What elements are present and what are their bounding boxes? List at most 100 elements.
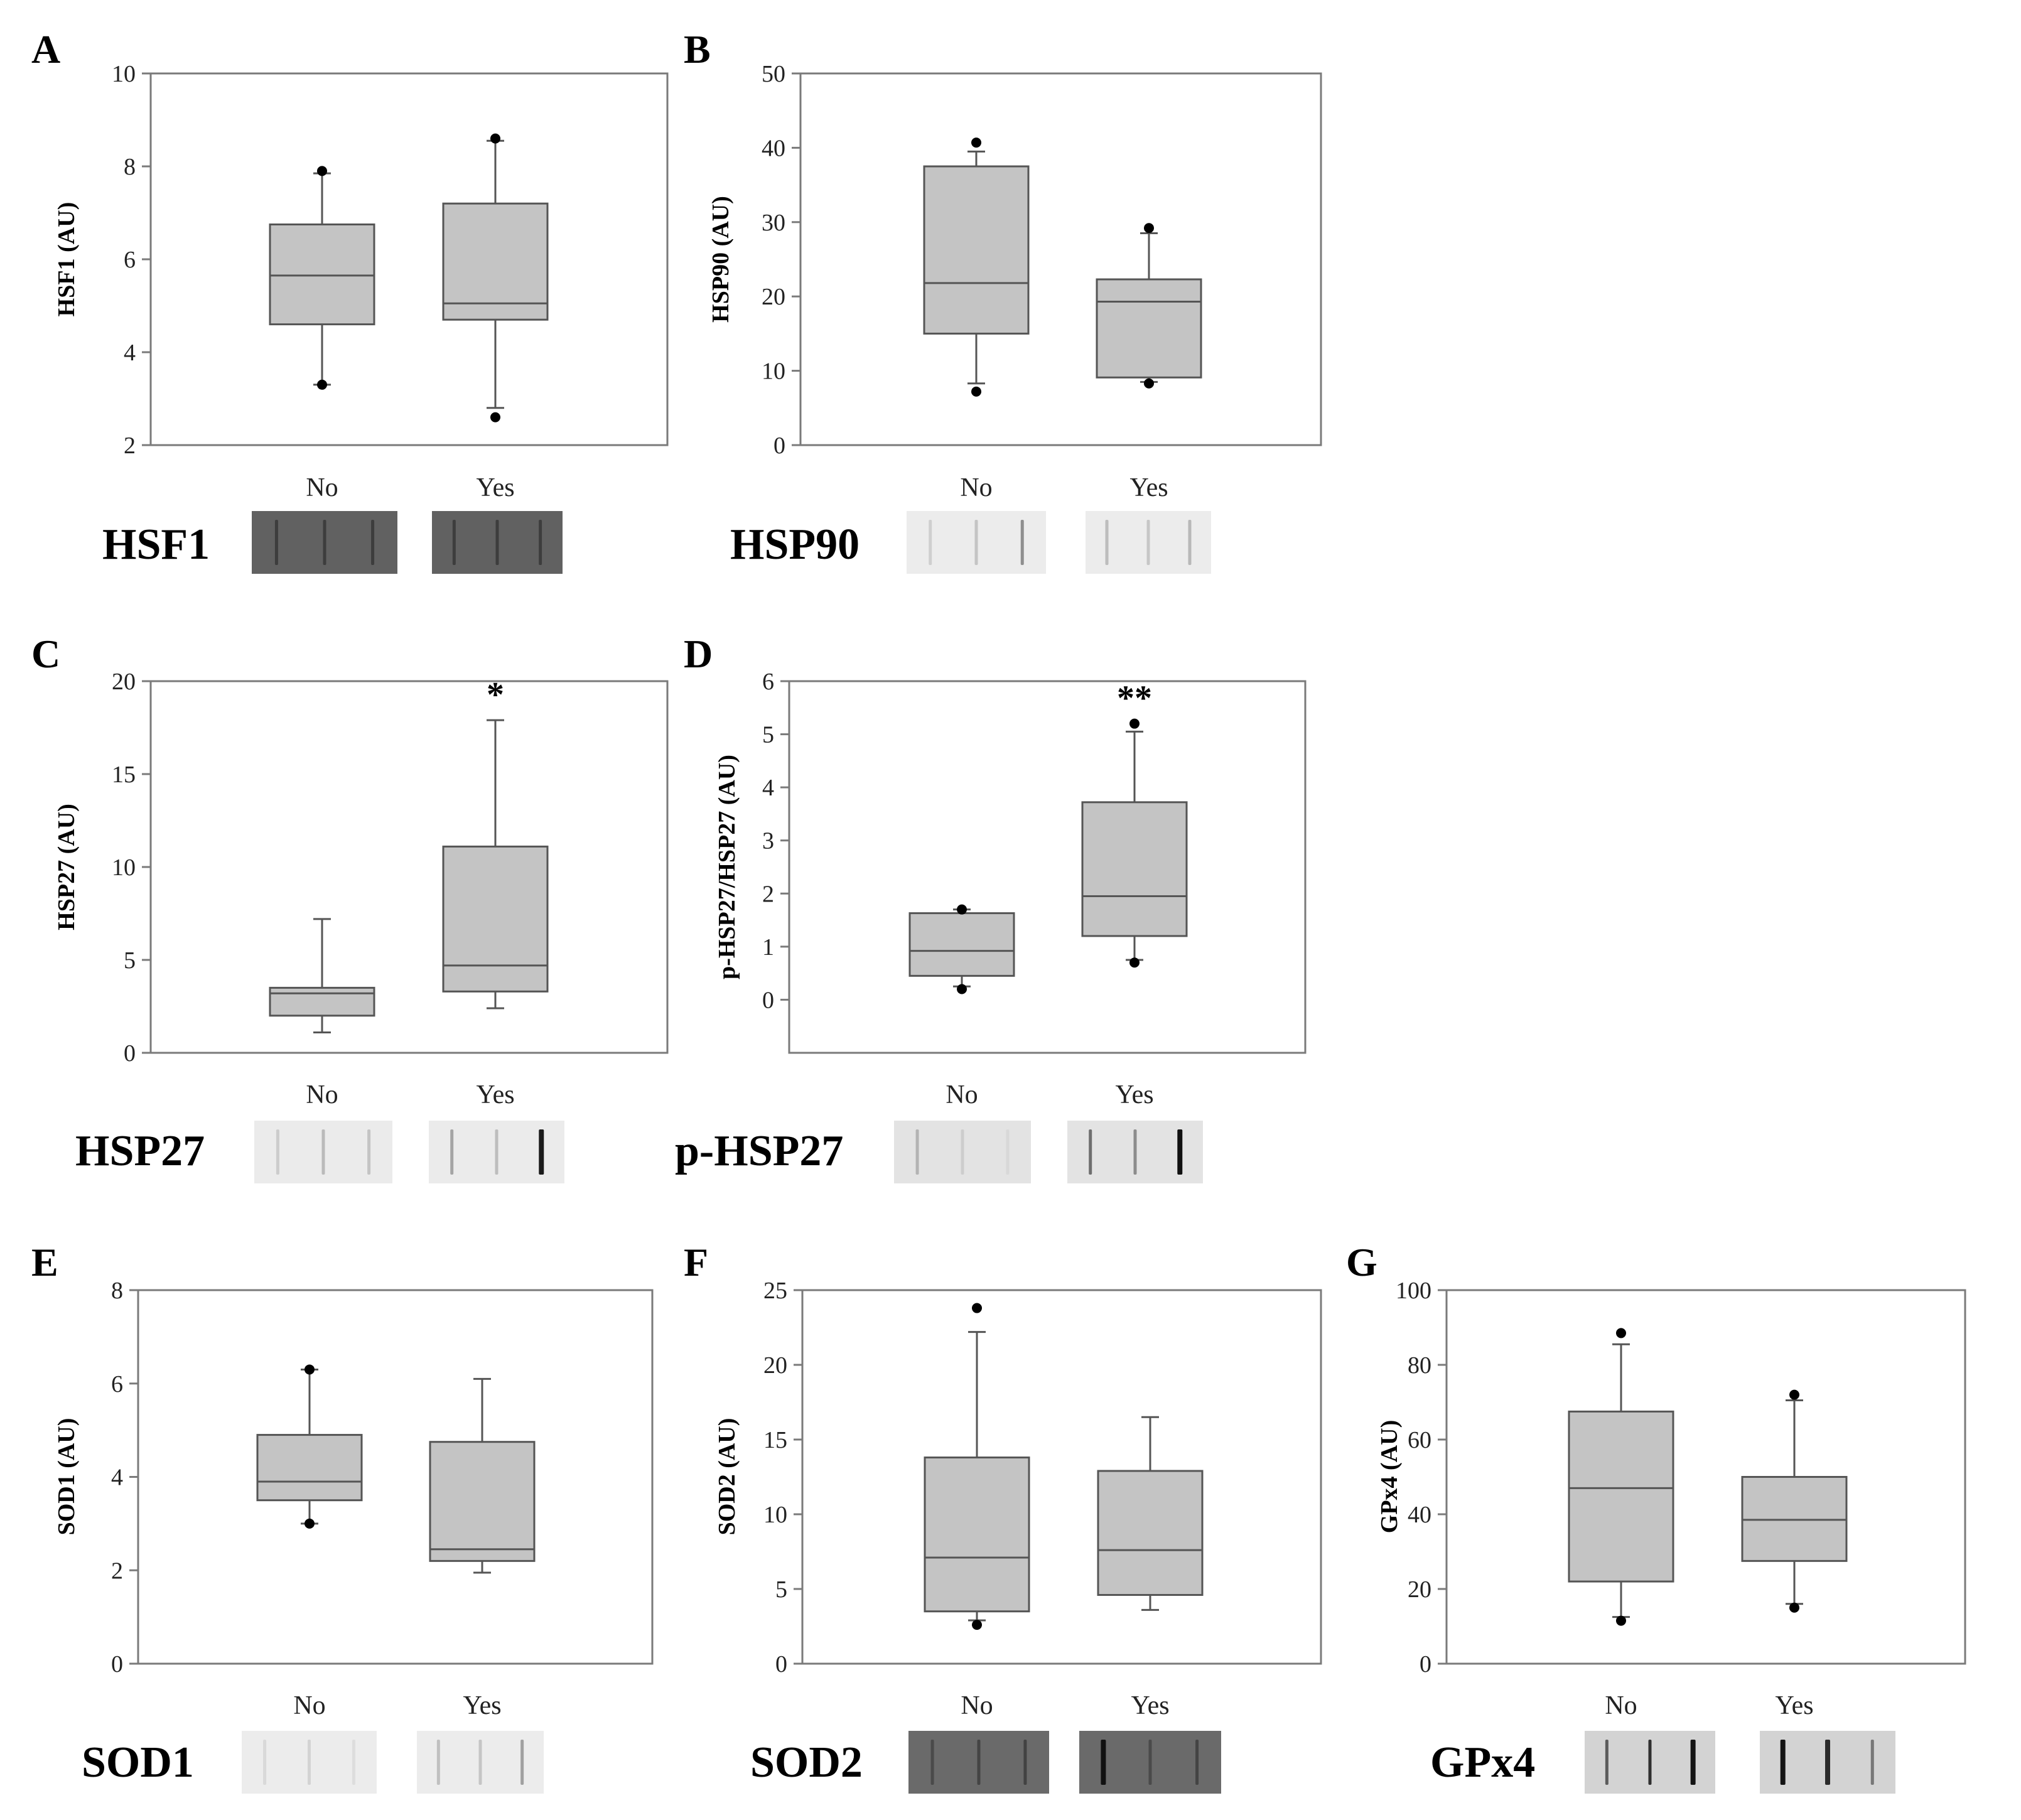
y-tick-label: 5 <box>762 722 774 748</box>
blot-band <box>1146 520 1150 565</box>
blot-band <box>1148 1740 1152 1785</box>
outlier-point <box>972 1303 982 1313</box>
iqr-box <box>269 223 375 326</box>
box-yes <box>442 133 549 423</box>
blot-band <box>450 1129 454 1175</box>
y-tick-label: 10 <box>112 854 136 881</box>
blot-band <box>974 520 978 565</box>
blot-band <box>1605 1740 1609 1785</box>
outlier-point <box>957 984 967 994</box>
blot-label: HSP27 <box>75 1127 205 1175</box>
blot-band <box>1133 1129 1137 1175</box>
y-tick-label: 4 <box>762 775 774 801</box>
panel-letter: F <box>684 1240 708 1284</box>
y-tick-label: 0 <box>111 1651 123 1677</box>
y-tick-label: 3 <box>762 828 774 854</box>
blot-band <box>367 1129 371 1175</box>
panel-letter: A <box>31 27 60 72</box>
y-tick-label: 5 <box>124 947 136 974</box>
y-tick-label: 4 <box>124 340 136 366</box>
blot-image-no <box>1585 1731 1715 1794</box>
blot-band <box>1089 1129 1092 1175</box>
outlier-point <box>971 386 981 397</box>
y-tick-label: 40 <box>762 135 785 161</box>
y-tick-label: 2 <box>124 433 136 459</box>
significance-mark: * <box>487 676 504 714</box>
category-label: No <box>293 1691 325 1720</box>
category-label: Yes <box>1115 1080 1153 1109</box>
y-tick-label: 25 <box>763 1278 787 1304</box>
blot-band <box>1648 1740 1652 1785</box>
y-tick-label: 20 <box>112 669 136 695</box>
y-tick-label: 2 <box>762 881 774 907</box>
blot-band <box>436 1740 440 1785</box>
blot-band <box>276 1129 279 1175</box>
panel-letter: E <box>31 1240 58 1284</box>
blot-band <box>1195 1740 1199 1785</box>
outlier-point <box>972 1620 982 1630</box>
y-tick-label: 4 <box>111 1465 123 1491</box>
category-label: Yes <box>476 1080 514 1109</box>
box-yes <box>429 1377 536 1574</box>
plot-frame <box>137 1289 654 1665</box>
plot-frame <box>799 72 1322 446</box>
plot-frame <box>149 72 669 446</box>
plot-frame <box>801 1289 1322 1665</box>
y-axis-label: SOD2 (AU) <box>714 1418 740 1536</box>
box-no <box>1568 1328 1674 1626</box>
blot-band <box>961 1129 964 1175</box>
iqr-box <box>429 1441 536 1562</box>
y-tick-label: 10 <box>112 61 136 87</box>
blot-band <box>1690 1740 1696 1785</box>
blot-band <box>321 1129 325 1175</box>
blot-label: SOD1 <box>82 1738 194 1787</box>
y-tick-label: 10 <box>763 1502 787 1528</box>
iqr-box <box>442 845 549 993</box>
category-label: Yes <box>1775 1691 1813 1720</box>
y-tick-label: 20 <box>763 1352 787 1379</box>
y-tick-label: 8 <box>111 1278 123 1304</box>
y-tick-label: 15 <box>763 1427 787 1453</box>
iqr-box <box>1096 278 1202 379</box>
y-tick-label: 2 <box>111 1558 123 1584</box>
y-tick-label: 20 <box>1408 1576 1431 1603</box>
category-label: No <box>960 473 992 502</box>
outlier-point <box>1144 223 1154 234</box>
blot-band <box>495 520 499 565</box>
category-label: Yes <box>1131 1691 1169 1720</box>
iqr-box <box>923 165 1030 335</box>
blot-band <box>977 1740 981 1785</box>
plot-frame <box>149 680 669 1054</box>
y-tick-label: 40 <box>1408 1502 1431 1528</box>
outlier-point <box>1144 378 1154 389</box>
category-label: Yes <box>476 473 514 502</box>
y-axis-label: p-HSP27/HSP27 (AU) <box>714 755 740 979</box>
panel-letter: D <box>684 632 713 676</box>
outlier-point <box>957 904 967 915</box>
blot-band <box>539 520 542 565</box>
outlier-point <box>490 133 500 144</box>
blot-band <box>915 1129 919 1175</box>
blot-image-yes <box>429 1121 564 1183</box>
category-label: Yes <box>463 1691 501 1720</box>
blot-band <box>308 1740 311 1785</box>
blot-band <box>520 1740 524 1785</box>
box-no <box>269 166 375 390</box>
outlier-point <box>1789 1389 1799 1400</box>
y-axis-label: SOD1 (AU) <box>53 1418 80 1536</box>
blot-band <box>1006 1129 1010 1175</box>
y-axis-label: HSP90 (AU) <box>708 196 734 323</box>
category-label: No <box>1605 1691 1637 1720</box>
blot-image-no <box>907 511 1046 574</box>
blot-band <box>452 520 456 565</box>
blot-band <box>274 520 278 565</box>
y-tick-label: 80 <box>1408 1352 1431 1379</box>
blot-image-yes <box>432 511 563 574</box>
box-yes <box>1096 223 1202 389</box>
iqr-box <box>1081 801 1188 937</box>
blot-image-yes <box>1760 1731 1895 1794</box>
blot-label: HSP90 <box>730 520 860 569</box>
blot-band <box>263 1740 267 1785</box>
blot-image-no <box>242 1731 377 1794</box>
